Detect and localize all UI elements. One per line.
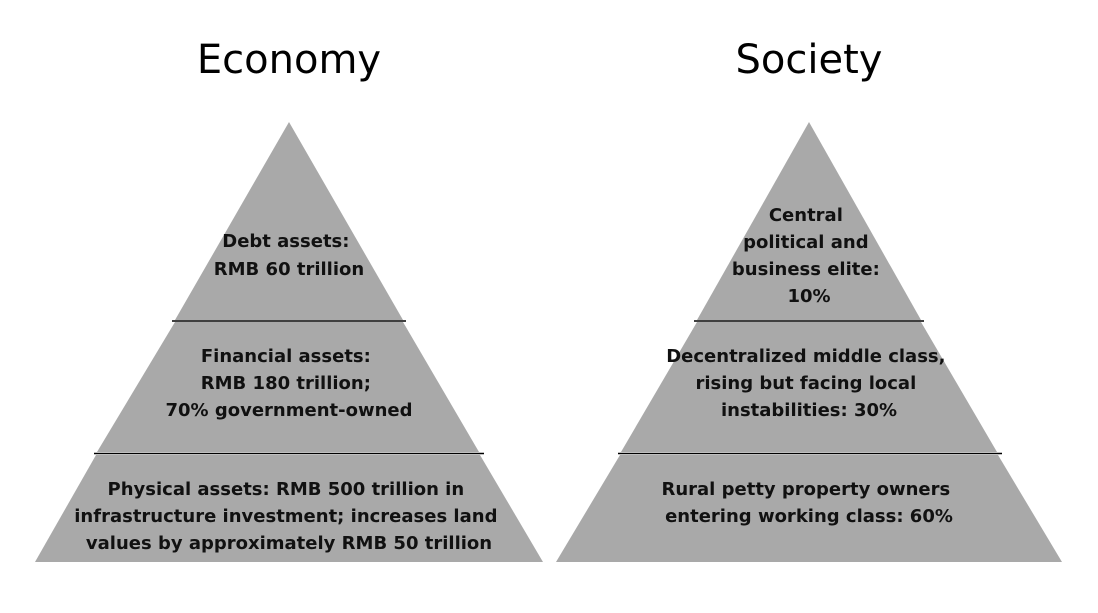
economy-title: Economy [197,37,381,83]
economy-tier-middle [97,322,479,452]
society-tier-middle [621,322,997,452]
society-tier-top [697,122,921,320]
society-tier-middle-label: Decentralized middle class, rising but f… [666,346,952,421]
economy-tier-top [175,122,403,320]
economy-tier-bottom [35,455,543,562]
society-tier-bottom-label: Rural petty property owners entering wor… [661,479,956,527]
economy-tier-bottom-label: Physical assets: RMB 500 trillion in inf… [74,479,503,554]
society-tier-bottom [556,455,1062,562]
economy-tier-top-label: Debt assets: RMB 60 trillion [214,231,364,280]
society-title: Society [736,37,883,83]
economy-tier-middle-label: Financial assets: RMB 180 trillion; 70% … [166,346,413,421]
society-tier-top-label: Central political and business elite: 10… [732,205,886,307]
society-pyramid: Society Central political and business e… [556,37,1062,562]
economy-pyramid: Economy Debt assets: RMB 60 trillion Fin… [35,37,543,562]
